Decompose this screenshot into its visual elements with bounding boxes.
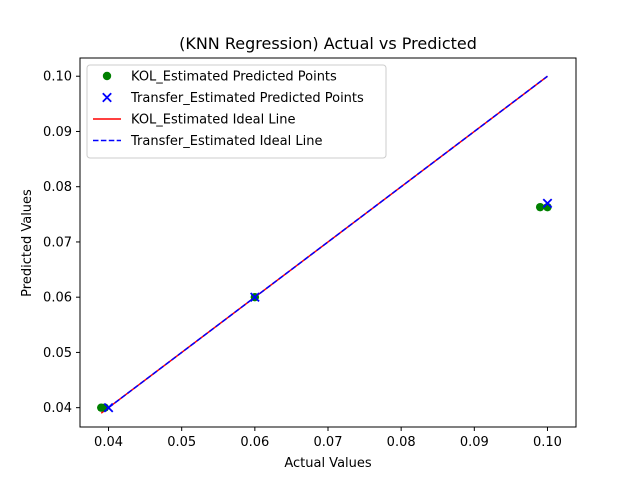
chart-title: (KNN Regression) Actual vs Predicted [179, 34, 477, 53]
legend-label-1: Transfer_Estimated Predicted Points [130, 91, 364, 106]
y-tick-label-2: 0.06 [43, 291, 72, 306]
y-tick-label-1: 0.05 [43, 346, 72, 361]
x-tick-label-5: 0.09 [460, 435, 489, 450]
legend: KOL_Estimated Predicted Points Transfer_E… [86, 64, 387, 159]
legend-handle-1-stroke-b [102, 92, 112, 103]
y-tick-label-4: 0.08 [43, 180, 72, 195]
x-tick-label-6: 0.10 [533, 435, 562, 450]
plot-area [79, 57, 577, 428]
y-tick-label-0: 0.04 [43, 401, 72, 416]
legend-box [86, 64, 387, 159]
series-1-point-1 [250, 292, 260, 303]
y-tick-label-5: 0.09 [43, 125, 72, 140]
y-tick-label-6: 0.10 [43, 70, 72, 85]
series-1-point-0 [103, 402, 114, 413]
series-0-point-3 [535, 202, 545, 212]
x-tick-label-2: 0.06 [240, 435, 269, 450]
x-tick-label-4: 0.08 [387, 435, 416, 450]
x-tick-label-0: 0.04 [94, 435, 123, 450]
x-axis-label: Actual Values [284, 456, 372, 471]
series-line-1 [108, 75, 548, 409]
y-axis: 0.04 0.05 0.06 0.07 0.08 0.09 0.10 [43, 70, 80, 416]
series-1-point-0-stroke-b [103, 402, 114, 413]
series-1-point-1-stroke-b [250, 292, 260, 303]
legend-handle-1 [102, 92, 112, 103]
series-1-point-2-stroke-b [542, 198, 553, 209]
series-1-point-2 [542, 198, 553, 209]
x-axis: 0.04 0.05 0.06 0.07 0.08 0.09 0.10 [94, 427, 562, 450]
y-tick-label-3: 0.07 [43, 235, 72, 250]
legend-label-0: KOL_Estimated Predicted Points [131, 70, 337, 85]
y-axis-label: Predicted Values [20, 189, 35, 297]
legend-label-3: Transfer_Estimated Ideal Line [130, 134, 322, 149]
x-tick-label-3: 0.07 [314, 435, 343, 450]
legend-handle-0 [102, 71, 112, 81]
legend-label-2: KOL_Estimated Ideal Line [131, 113, 295, 128]
x-tick-label-1: 0.05 [167, 435, 196, 450]
